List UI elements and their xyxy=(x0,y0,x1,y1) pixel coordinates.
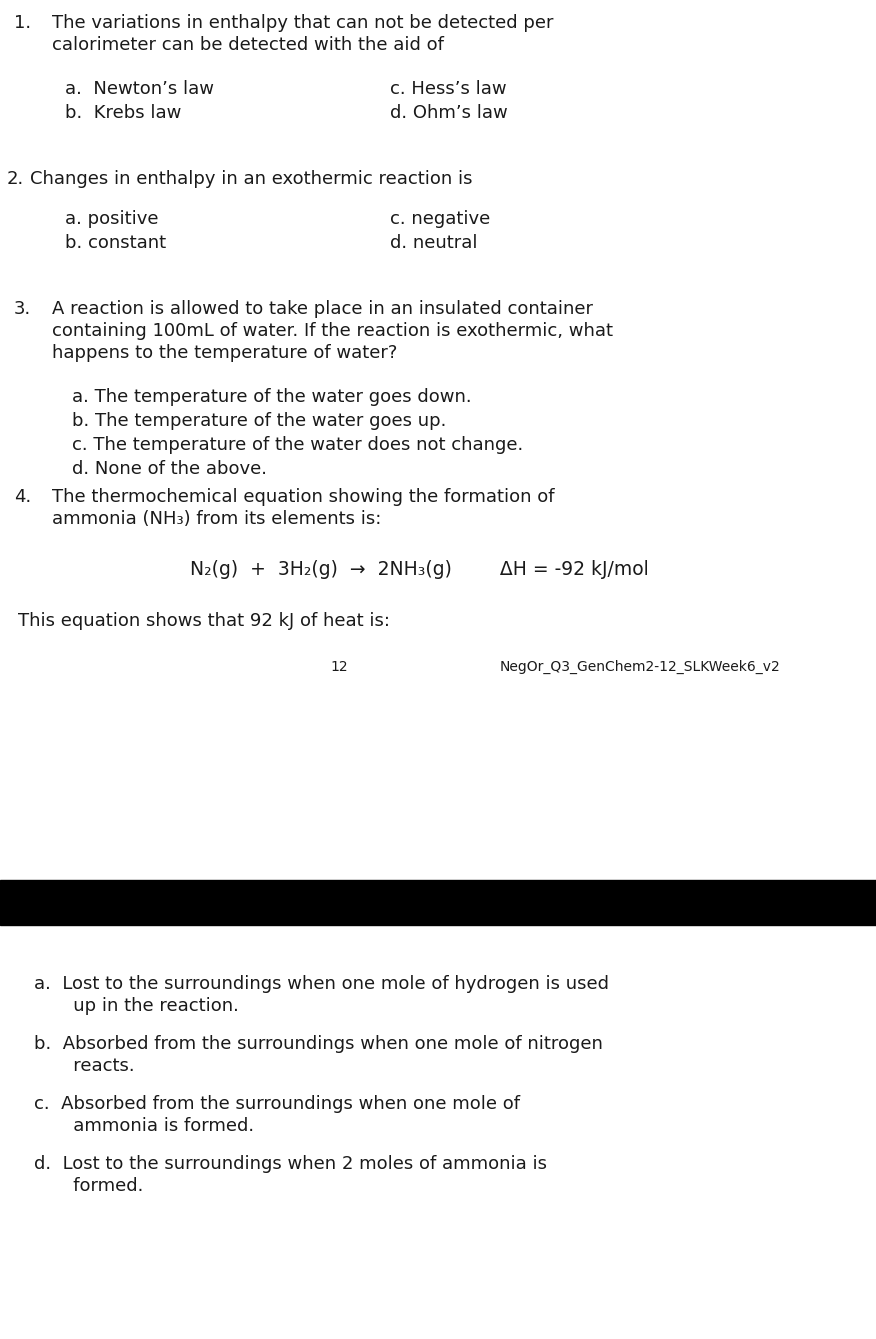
Text: a.  Newton’s law: a. Newton’s law xyxy=(65,80,214,98)
Text: ammonia is formed.: ammonia is formed. xyxy=(56,1117,254,1135)
Text: b.  Absorbed from the surroundings when one mole of nitrogen: b. Absorbed from the surroundings when o… xyxy=(34,1035,603,1052)
Text: ammonia (NH₃) from its elements is:: ammonia (NH₃) from its elements is: xyxy=(52,510,381,528)
Text: This equation shows that 92 kJ of heat is:: This equation shows that 92 kJ of heat i… xyxy=(18,612,390,631)
Text: NegOr_Q3_GenChem2-12_SLKWeek6_v2: NegOr_Q3_GenChem2-12_SLKWeek6_v2 xyxy=(500,660,781,674)
Text: 4.: 4. xyxy=(14,487,32,506)
Bar xyxy=(0,880,876,925)
Text: d. None of the above.: d. None of the above. xyxy=(72,461,267,478)
Text: b.  Krebs law: b. Krebs law xyxy=(65,104,181,122)
Text: a. positive: a. positive xyxy=(65,210,159,228)
Text: reacts.: reacts. xyxy=(56,1056,135,1075)
Text: c. The temperature of the water does not change.: c. The temperature of the water does not… xyxy=(72,437,523,454)
Text: formed.: formed. xyxy=(56,1177,144,1194)
Text: d.  Lost to the surroundings when 2 moles of ammonia is: d. Lost to the surroundings when 2 moles… xyxy=(34,1156,547,1173)
Text: d. neutral: d. neutral xyxy=(390,234,477,252)
Text: c.  Absorbed from the surroundings when one mole of: c. Absorbed from the surroundings when o… xyxy=(34,1095,520,1113)
Text: 1.: 1. xyxy=(14,13,32,32)
Text: 3.: 3. xyxy=(14,300,32,317)
Text: d. Ohm’s law: d. Ohm’s law xyxy=(390,104,508,122)
Text: up in the reaction.: up in the reaction. xyxy=(56,998,239,1015)
Text: N₂(g)  +  3H₂(g)  →  2NH₃(g)        ΔH = -92 kJ/mol: N₂(g) + 3H₂(g) → 2NH₃(g) ΔH = -92 kJ/mol xyxy=(190,560,649,578)
Text: Changes in enthalpy in an exothermic reaction is: Changes in enthalpy in an exothermic rea… xyxy=(30,170,472,187)
Text: calorimeter can be detected with the aid of: calorimeter can be detected with the aid… xyxy=(52,36,444,54)
Text: happens to the temperature of water?: happens to the temperature of water? xyxy=(52,344,398,362)
Text: The variations in enthalpy that can not be detected per: The variations in enthalpy that can not … xyxy=(52,13,554,32)
Text: a. The temperature of the water goes down.: a. The temperature of the water goes dow… xyxy=(72,388,471,406)
Text: 2.: 2. xyxy=(7,170,25,187)
Text: b. constant: b. constant xyxy=(65,234,166,252)
Text: A reaction is allowed to take place in an insulated container: A reaction is allowed to take place in a… xyxy=(52,300,593,317)
Text: 12: 12 xyxy=(330,660,348,674)
Text: containing 100mL of water. If the reaction is exothermic, what: containing 100mL of water. If the reacti… xyxy=(52,321,613,340)
Text: The thermochemical equation showing the formation of: The thermochemical equation showing the … xyxy=(52,487,555,506)
Text: a.  Lost to the surroundings when one mole of hydrogen is used: a. Lost to the surroundings when one mol… xyxy=(34,975,609,994)
Text: c. Hess’s law: c. Hess’s law xyxy=(390,80,506,98)
Text: b. The temperature of the water goes up.: b. The temperature of the water goes up. xyxy=(72,412,447,430)
Text: c. negative: c. negative xyxy=(390,210,491,228)
